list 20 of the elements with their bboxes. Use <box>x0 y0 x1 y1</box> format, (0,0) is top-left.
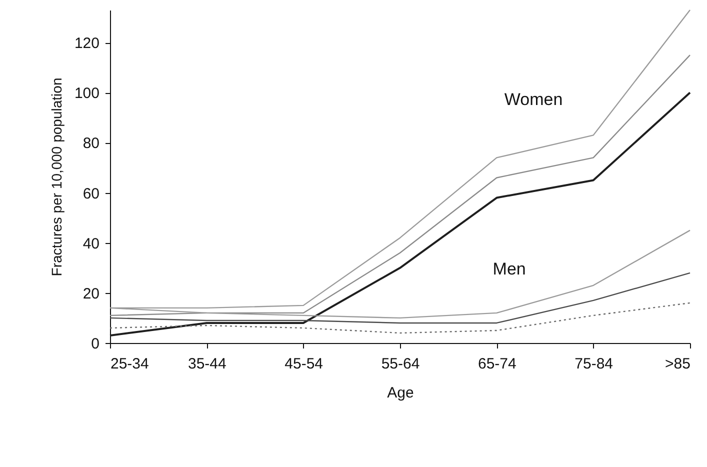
x-tick-label: 75-84 <box>574 356 614 372</box>
x-axis-title: Age <box>387 384 414 402</box>
line-series <box>109 302 691 334</box>
x-tick-label: 25-34 <box>110 356 149 372</box>
x-tick-label: 45-54 <box>284 356 324 372</box>
x-tick-label: >85 <box>665 356 690 372</box>
y-axis-title: Fractures per 10,000 population <box>48 78 64 276</box>
y-tick-label: 60 <box>82 185 100 202</box>
x-tick-label: 35-44 <box>188 356 226 372</box>
x-tick-label: 55-64 <box>381 356 420 372</box>
annotation: Men <box>492 260 526 279</box>
y-tick-label: 40 <box>82 235 100 252</box>
y-tick-label: 80 <box>82 135 100 152</box>
y-tick-label: 120 <box>74 35 100 52</box>
y-tick-label: 100 <box>74 85 100 102</box>
annotation: Women <box>504 90 563 109</box>
y-tick-label: 20 <box>82 285 100 302</box>
y-tick-label: 0 <box>91 336 100 352</box>
line-series <box>109 54 691 316</box>
x-tick-label: 65-74 <box>478 356 516 372</box>
